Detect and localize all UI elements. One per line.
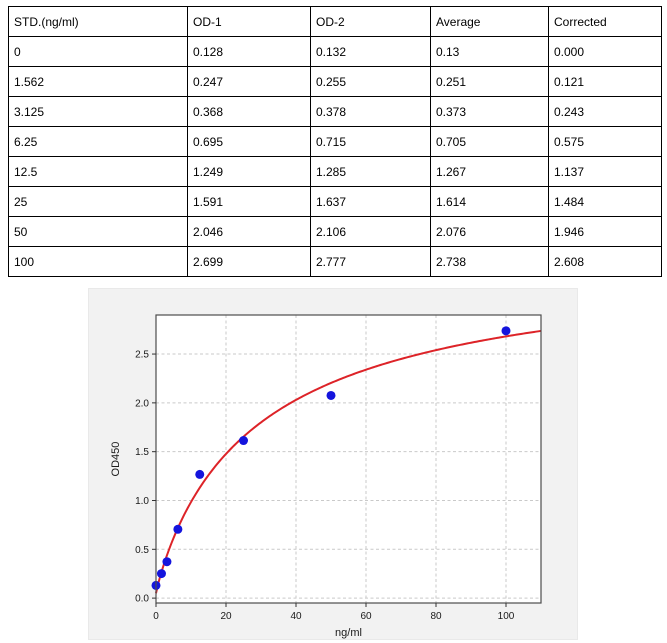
data-point xyxy=(173,524,183,534)
column-header-od1: OD-1 xyxy=(187,6,311,37)
table-cell: 0.132 xyxy=(310,36,431,67)
data-point xyxy=(156,569,166,579)
table-cell: 0.000 xyxy=(548,36,662,67)
column-header-average: Average xyxy=(430,6,549,37)
table-cell: 0.373 xyxy=(430,96,549,127)
table-cell: 1.614 xyxy=(430,186,549,217)
x-tick-label: 20 xyxy=(220,611,232,622)
table-cell: 2.738 xyxy=(430,246,549,277)
table-cell: 0.705 xyxy=(430,126,549,157)
table-cell: 1.562 xyxy=(8,66,188,97)
table-cell: 0.243 xyxy=(548,96,662,127)
x-tick-label: 100 xyxy=(498,611,515,622)
table-cell: 0 xyxy=(8,36,188,67)
table-cell: 0.575 xyxy=(548,126,662,157)
table-cell: 2.608 xyxy=(548,246,662,277)
x-tick-label: 40 xyxy=(290,611,302,622)
table-cell: 3.125 xyxy=(8,96,188,127)
data-point xyxy=(162,557,172,567)
standards-table-header: STD.(ng/ml) OD-1 OD-2 Average Corrected xyxy=(8,6,662,37)
y-axis-label: OD450 xyxy=(110,442,122,477)
table-cell: 1.267 xyxy=(430,156,549,187)
table-cell: 1.637 xyxy=(310,186,431,217)
table-cell: 2.699 xyxy=(187,246,311,277)
x-tick-label: 80 xyxy=(430,611,442,622)
table-cell: 2.777 xyxy=(310,246,431,277)
table-cell: 1.946 xyxy=(548,216,662,247)
table-row: 6.25 0.695 0.715 0.705 0.575 xyxy=(8,126,662,157)
data-point xyxy=(326,390,336,400)
table-cell: 0.121 xyxy=(548,66,662,97)
y-tick-label: 0.0 xyxy=(135,594,149,605)
data-point xyxy=(195,469,205,479)
table-row: 3.125 0.368 0.378 0.373 0.243 xyxy=(8,96,662,127)
data-point xyxy=(501,326,511,336)
table-cell: 0.378 xyxy=(310,96,431,127)
table-cell: 25 xyxy=(8,186,188,217)
y-tick-label: 1.5 xyxy=(135,447,149,458)
standard-curve-chart: 0 20 40 60 80 100 0.0 0.5 1.0 1.5 2.0 2.5 ng/ml OD450 xyxy=(110,314,542,639)
x-tick-label: 0 xyxy=(153,611,159,622)
table-cell: 1.484 xyxy=(548,186,662,217)
table-cell: 0.13 xyxy=(430,36,549,67)
table-cell: 0.128 xyxy=(187,36,311,67)
table-cell: 0.695 xyxy=(187,126,311,157)
table-row: 100 2.699 2.777 2.738 2.608 xyxy=(8,246,662,277)
table-cell: 1.137 xyxy=(548,156,662,187)
table-cell: 0.247 xyxy=(187,66,311,97)
standard-curve-figure: 0 20 40 60 80 100 0.0 0.5 1.0 1.5 2.0 2.5 ng/ml OD450 xyxy=(88,288,578,640)
table-cell: 0.255 xyxy=(310,66,431,97)
fit-curve-line xyxy=(155,329,542,594)
x-axis-label: ng/ml xyxy=(335,627,362,639)
table-row: 25 1.591 1.637 1.614 1.484 xyxy=(8,186,662,217)
plot-area xyxy=(156,315,541,603)
table-cell: 100 xyxy=(8,246,188,277)
table-row: 50 2.046 2.106 2.076 1.946 xyxy=(8,216,662,247)
column-header-std: STD.(ng/ml) xyxy=(8,6,188,37)
table-row: 12.5 1.249 1.285 1.267 1.137 xyxy=(8,156,662,187)
data-point xyxy=(239,436,248,446)
table-row: 0 0.128 0.132 0.13 0.000 xyxy=(8,36,662,67)
table-cell: 0.251 xyxy=(430,66,549,97)
header-row: STD.(ng/ml) OD-1 OD-2 Average Corrected xyxy=(8,6,662,37)
table-cell: 6.25 xyxy=(8,126,188,157)
y-tick-label: 1.0 xyxy=(135,496,149,507)
table-cell: 1.285 xyxy=(310,156,431,187)
y-tick-label: 2.5 xyxy=(135,350,149,361)
y-tick-label: 2.0 xyxy=(135,398,149,409)
table-cell: 12.5 xyxy=(8,156,188,187)
table-cell: 0.368 xyxy=(187,96,311,127)
standards-table: STD.(ng/ml) OD-1 OD-2 Average Corrected … xyxy=(8,6,662,277)
standards-table-body: 0 0.128 0.132 0.13 0.000 1.562 0.247 0.255 0.251… xyxy=(8,36,662,277)
table-cell: 1.249 xyxy=(187,156,311,187)
table-cell: 50 xyxy=(8,216,188,247)
table-cell: 2.046 xyxy=(187,216,311,247)
table-cell: 2.076 xyxy=(430,216,549,247)
column-header-od2: OD-2 xyxy=(310,6,431,37)
plot-frame xyxy=(155,314,542,604)
x-tick-label: 60 xyxy=(360,611,372,622)
table-row: 1.562 0.247 0.255 0.251 0.121 xyxy=(8,66,662,97)
table-cell: 0.715 xyxy=(310,126,431,157)
table-cell: 2.106 xyxy=(310,216,431,247)
column-header-corrected: Corrected xyxy=(548,6,662,37)
table-cell: 1.591 xyxy=(187,186,311,217)
y-tick-label: 0.5 xyxy=(135,545,149,556)
